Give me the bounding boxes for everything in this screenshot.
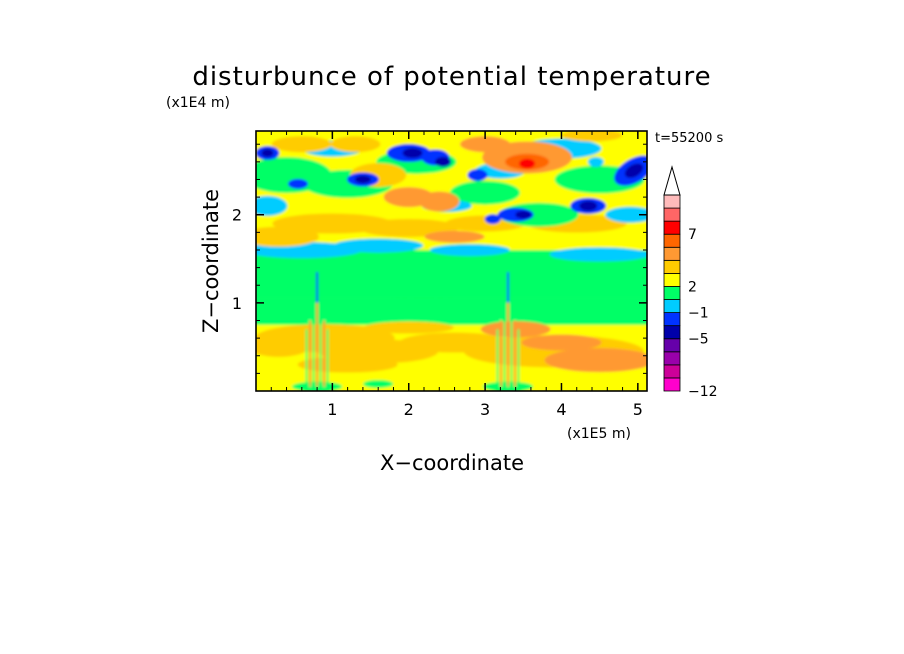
colorbar-swatch — [663, 259, 681, 274]
y-tick-label: 2 — [232, 206, 242, 225]
contour-cell — [424, 230, 485, 243]
contour-cell — [605, 206, 647, 223]
contour-cell — [544, 348, 647, 373]
contour-cell — [579, 200, 598, 211]
contour-cell — [521, 334, 602, 351]
contour-cell — [354, 175, 371, 184]
contour-cell — [364, 281, 485, 298]
contour-cell — [261, 149, 274, 158]
contour-cell — [549, 247, 647, 262]
contour-cell — [429, 243, 510, 256]
x-tick-label: 1 — [327, 400, 337, 419]
colorbar-swatch — [663, 299, 681, 313]
colorbar-swatch — [663, 338, 681, 353]
contour-cell — [467, 169, 488, 182]
contour-cell — [624, 163, 644, 178]
contour-cell — [333, 238, 424, 253]
colorbar-swatch — [663, 377, 681, 392]
y-tick-label: 1 — [232, 294, 242, 313]
colorbar: −12−5−127 — [663, 165, 718, 400]
x-axis-label: X−coordinate — [380, 451, 524, 475]
colorbar-label: −1 — [688, 306, 709, 322]
colorbar-swatch — [663, 312, 681, 327]
colorbar-label: 2 — [688, 279, 697, 295]
contour-cell — [330, 136, 381, 153]
colorbar-swatch — [663, 233, 681, 248]
contour-cell — [402, 148, 423, 159]
colorbar-label: 7 — [688, 227, 697, 243]
x-tick-label: 5 — [633, 400, 643, 419]
contour-cell — [256, 195, 288, 216]
contour-cell — [363, 379, 394, 388]
contour-cell — [460, 136, 511, 153]
contour-cell — [435, 156, 452, 167]
contour-cell — [256, 336, 309, 357]
contour-cell — [456, 275, 637, 296]
colorbar-swatch — [663, 194, 681, 209]
y-axis-label: Z−coordinate — [199, 189, 223, 333]
contour-cell — [363, 321, 454, 334]
x-axis: 1 2 3 4 5 — [270, 131, 643, 419]
plot-area — [256, 131, 647, 391]
contour-cell — [271, 136, 332, 153]
colorbar-label: −12 — [688, 384, 718, 400]
colorbar-swatch — [663, 220, 681, 235]
plot-frame — [255, 130, 648, 392]
contour-cell — [256, 266, 319, 279]
time-label: t=55200 s — [655, 131, 723, 146]
y-axis: 12 — [232, 143, 647, 374]
x-tick-label: 4 — [556, 400, 566, 419]
colorbar-swatch — [663, 272, 681, 287]
contour-cell — [515, 210, 532, 219]
contour-cell — [519, 158, 536, 169]
colorbar-extend-arrow — [663, 165, 681, 196]
contour-cell — [587, 156, 604, 167]
colorbar-swatch — [663, 325, 681, 340]
chart-title: disturbunce of potential temperature — [192, 62, 711, 92]
colorbar-swatch — [663, 286, 681, 300]
contour-cell — [297, 356, 398, 373]
colorbar-swatch — [663, 207, 681, 222]
contour-cell — [419, 191, 460, 212]
x-scale-label: (x1E5 m) — [567, 426, 631, 442]
colorbar-swatch — [663, 364, 681, 379]
contour-cell — [288, 178, 309, 189]
x-tick-label: 2 — [404, 400, 414, 419]
contour-cell — [450, 180, 521, 205]
colorbar-swatch — [663, 351, 681, 366]
x-tick-label: 3 — [480, 400, 490, 419]
contour-band — [256, 298, 647, 325]
contour-cell — [484, 214, 501, 225]
colorbar-swatch — [663, 246, 681, 261]
y-scale-label: (x1E4 m) — [166, 95, 230, 111]
contour-field — [256, 131, 647, 391]
colorbar-label: −5 — [688, 332, 709, 348]
